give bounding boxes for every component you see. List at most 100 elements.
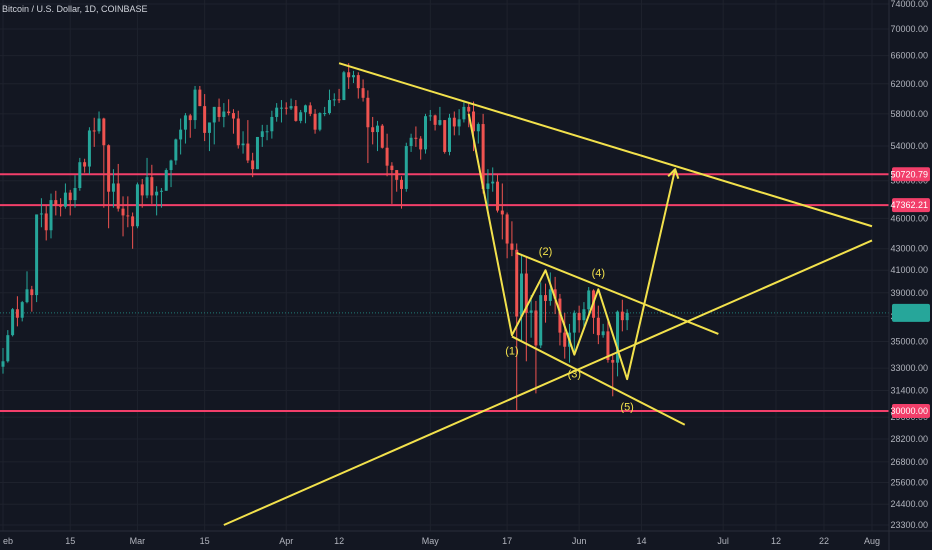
- candle: [505, 212, 509, 259]
- candle: [457, 109, 461, 136]
- candle: [212, 106, 216, 145]
- candle-body: [539, 295, 543, 346]
- candle: [169, 159, 173, 188]
- candle-body: [616, 311, 620, 363]
- candle-body: [164, 170, 168, 191]
- price-tick-label: 33000.00: [890, 363, 928, 373]
- candle-body: [169, 160, 173, 171]
- candle: [236, 110, 240, 149]
- candle-body: [44, 213, 48, 231]
- candle: [481, 113, 485, 194]
- candle: [596, 305, 600, 345]
- candle-body: [126, 215, 130, 217]
- horizontal-levels: [0, 173, 889, 413]
- candle-body: [179, 129, 183, 140]
- trendline: [516, 252, 719, 335]
- candle-body: [404, 146, 408, 189]
- candle: [73, 175, 77, 208]
- candle-body: [193, 89, 197, 121]
- candle-body: [159, 190, 163, 192]
- candle: [227, 99, 231, 116]
- candle-body: [347, 72, 351, 78]
- candle-body: [73, 188, 77, 201]
- candle-body: [20, 302, 24, 318]
- time-tick-label: 12: [771, 536, 781, 546]
- wave-label: (4): [592, 267, 605, 279]
- candle: [241, 131, 245, 154]
- candle-body: [520, 273, 524, 317]
- candle: [616, 310, 620, 377]
- candle-body: [587, 290, 591, 310]
- time-tick-label: May: [422, 536, 440, 546]
- time-tick-label: Mar: [130, 536, 146, 546]
- candle-body: [145, 177, 149, 196]
- candle-body: [361, 88, 365, 98]
- candle-body: [534, 310, 538, 346]
- wave-labels: (1) (2) (3) (4) (5): [505, 246, 634, 414]
- candle-body: [620, 311, 624, 321]
- candle-body: [270, 116, 274, 132]
- candle-body: [318, 113, 322, 130]
- candle-body: [380, 125, 384, 148]
- candle: [284, 102, 288, 115]
- time-tick-label: Jun: [572, 536, 587, 546]
- projection-path: [467, 113, 680, 381]
- candle: [375, 120, 379, 152]
- price-axis[interactable]: 23300.00 24400.00 25600.00 26800.00 28200.00…: [888, 0, 930, 550]
- candle-body: [236, 118, 240, 146]
- price-tick-label: 58000.00: [890, 109, 928, 119]
- candle-body: [452, 117, 456, 127]
- candle-body: [260, 131, 264, 137]
- candle-body: [342, 72, 346, 101]
- candle-body: [558, 298, 562, 333]
- candle-body: [366, 97, 370, 128]
- candle-body: [15, 309, 19, 318]
- wave-label: (5): [620, 402, 633, 414]
- time-tick-label: 12: [334, 536, 344, 546]
- candle: [1, 348, 5, 374]
- projection-arrowhead: [667, 168, 680, 179]
- candle: [15, 296, 19, 327]
- candle-body: [102, 118, 106, 146]
- time-axis[interactable]: eb 15 Mar 15 Apr 12 May 17 Jun 14 Jul 12 22 Aug: [0, 530, 932, 546]
- price-tick-label: 26800.00: [890, 457, 928, 467]
- time-tick-label: 15: [200, 536, 210, 546]
- candle: [116, 163, 120, 212]
- candle: [572, 310, 576, 352]
- trendline: [223, 239, 873, 526]
- candle-body: [227, 111, 231, 114]
- candle: [145, 157, 149, 199]
- candle-body: [131, 216, 135, 227]
- candle: [625, 309, 629, 331]
- trendline: [338, 62, 873, 228]
- candle-body: [308, 105, 312, 114]
- candle-body: [150, 177, 154, 196]
- candle-body: [54, 200, 58, 205]
- candle: [390, 162, 394, 204]
- candle-body: [510, 243, 514, 250]
- candle-body: [409, 137, 413, 147]
- candle-body: [140, 184, 144, 196]
- candle: [155, 186, 159, 216]
- candle-body: [116, 183, 120, 209]
- candle-body: [68, 192, 72, 201]
- candle: [500, 183, 504, 240]
- candle-body: [279, 107, 283, 109]
- candle: [255, 136, 259, 170]
- candle: [68, 189, 72, 216]
- price-level-badge: 30000.00: [890, 404, 930, 419]
- candle: [462, 102, 466, 123]
- candle-body: [337, 99, 341, 101]
- candle-body: [203, 106, 207, 133]
- candle: [150, 164, 154, 204]
- candle: [159, 188, 163, 208]
- candle-body: [443, 120, 447, 152]
- candle: [366, 90, 370, 164]
- wave-label: (1): [505, 346, 518, 358]
- candle-body: [174, 139, 178, 161]
- candle: [207, 122, 211, 152]
- candle-body: [491, 181, 495, 184]
- candle-body: [582, 309, 586, 321]
